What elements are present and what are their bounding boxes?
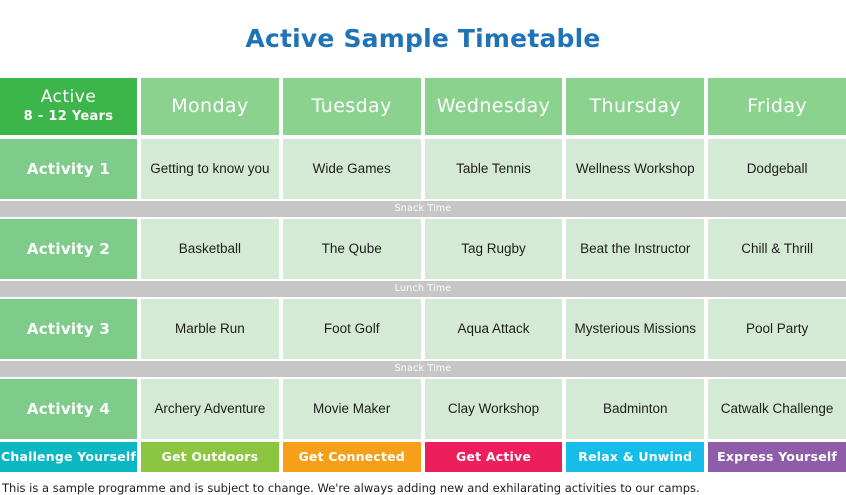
- activity-cell[interactable]: Catwalk Challenge: [708, 379, 846, 439]
- category-get-connected[interactable]: Get Connected: [283, 442, 421, 472]
- header-corner-cell: Active 8 - 12 Years: [0, 78, 137, 135]
- table-row: Activity 3 Marble Run Foot Golf Aqua Att…: [0, 299, 846, 359]
- activity-row-label: Activity 1: [0, 139, 137, 199]
- header-day-wednesday: Wednesday: [425, 78, 563, 135]
- table-header-row: Active 8 - 12 Years Monday Tuesday Wedne…: [0, 78, 846, 135]
- activity-row-label: Activity 3: [0, 299, 137, 359]
- header-corner-subtitle: 8 - 12 Years: [24, 110, 114, 124]
- activity-cell[interactable]: Wellness Workshop: [566, 139, 704, 199]
- header-day-friday: Friday: [708, 78, 846, 135]
- activity-cell[interactable]: Beat the Instructor: [566, 219, 704, 279]
- activity-cell[interactable]: Dodgeball: [708, 139, 846, 199]
- header-day-tuesday: Tuesday: [283, 78, 421, 135]
- activity-cell[interactable]: Wide Games: [283, 139, 421, 199]
- category-get-active[interactable]: Get Active: [425, 442, 563, 472]
- activity-cell[interactable]: Table Tennis: [425, 139, 563, 199]
- table-row: Activity 1 Getting to know you Wide Game…: [0, 139, 846, 199]
- activity-cell[interactable]: The Qube: [283, 219, 421, 279]
- activity-cell[interactable]: Chill & Thrill: [708, 219, 846, 279]
- activity-cell[interactable]: Badminton: [566, 379, 704, 439]
- category-express-yourself[interactable]: Express Yourself: [708, 442, 846, 472]
- timetable: Active 8 - 12 Years Monday Tuesday Wedne…: [0, 78, 846, 472]
- category-row: Challenge Yourself Get Outdoors Get Conn…: [0, 442, 846, 472]
- break-bar-snack-time-2: Snack Time: [0, 361, 846, 377]
- break-bar-snack-time-1: Snack Time: [0, 201, 846, 217]
- activity-cell[interactable]: Aqua Attack: [425, 299, 563, 359]
- header-day-monday: Monday: [141, 78, 279, 135]
- activity-cell[interactable]: Archery Adventure: [141, 379, 279, 439]
- category-challenge-yourself[interactable]: Challenge Yourself: [0, 442, 137, 472]
- activity-cell[interactable]: Basketball: [141, 219, 279, 279]
- activity-cell[interactable]: Clay Workshop: [425, 379, 563, 439]
- activity-cell[interactable]: Marble Run: [141, 299, 279, 359]
- activity-cell[interactable]: Getting to know you: [141, 139, 279, 199]
- page-title: Active Sample Timetable: [0, 17, 846, 61]
- header-corner-title: Active: [41, 89, 97, 110]
- header-day-thursday: Thursday: [566, 78, 704, 135]
- activity-row-label: Activity 2: [0, 219, 137, 279]
- table-row: Activity 2 Basketball The Qube Tag Rugby…: [0, 219, 846, 279]
- activity-cell[interactable]: Movie Maker: [283, 379, 421, 439]
- timetable-page: Active Sample Timetable Active 8 - 12 Ye…: [0, 17, 846, 484]
- disclaimer-text: This is a sample programme and is subjec…: [0, 472, 846, 495]
- activity-cell[interactable]: Tag Rugby: [425, 219, 563, 279]
- activity-row-label: Activity 4: [0, 379, 137, 439]
- activity-cell[interactable]: Mysterious Missions: [566, 299, 704, 359]
- category-get-outdoors[interactable]: Get Outdoors: [141, 442, 279, 472]
- activity-cell[interactable]: Foot Golf: [283, 299, 421, 359]
- activity-cell[interactable]: Pool Party: [708, 299, 846, 359]
- table-row: Activity 4 Archery Adventure Movie Maker…: [0, 379, 846, 439]
- break-bar-lunch-time: Lunch Time: [0, 281, 846, 297]
- category-relax-and-unwind[interactable]: Relax & Unwind: [566, 442, 704, 472]
